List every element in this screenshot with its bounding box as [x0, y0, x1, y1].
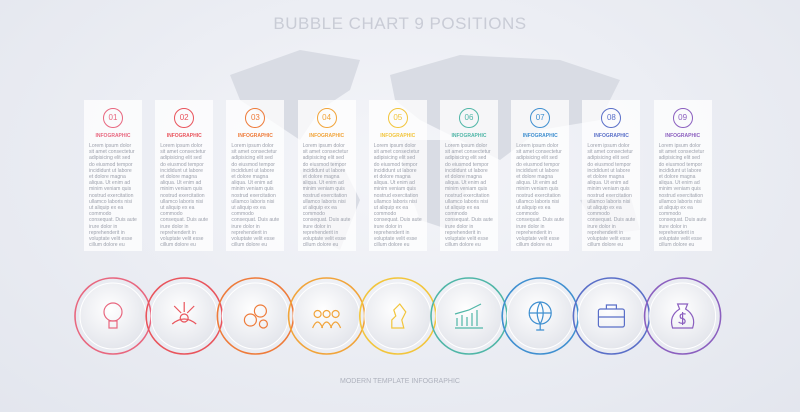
icon-part: [108, 320, 118, 329]
icon: [243, 304, 268, 329]
icon-part: [597, 308, 626, 328]
panel-text: Lorem ipsum dolor sit amet consectetur a…: [658, 143, 707, 248]
panel-number: 05: [387, 108, 408, 128]
icon: [103, 302, 123, 329]
icon-part: [322, 309, 331, 319]
panel: 07 INFOGRAPHIC Lorem ipsum dolor sit amet …: [511, 100, 570, 251]
icon: [670, 303, 695, 329]
icon: [454, 303, 483, 329]
panel-text: Lorem ipsum dolor sit amet consectetur a…: [231, 143, 280, 248]
panel-number: 09: [672, 108, 693, 128]
panel-text: Lorem ipsum dolor sit amet consectetur a…: [516, 143, 565, 248]
bubble: [79, 282, 147, 350]
icon: [312, 309, 342, 329]
icon-part: [313, 309, 322, 319]
icon-part: [258, 319, 268, 329]
icon: [171, 302, 197, 325]
icon-part: [454, 303, 483, 329]
panel-number: 01: [103, 108, 123, 128]
panel-label: INFOGRAPHIC: [95, 133, 131, 139]
footer-caption: MODERN TEMPLATE INFOGRAPHIC: [340, 378, 460, 385]
panel-number: 03: [245, 108, 266, 128]
icon-part: [330, 321, 342, 329]
panel-label: INFOGRAPHIC: [309, 133, 345, 139]
icon-part: [243, 313, 257, 327]
icon-part: [179, 313, 189, 323]
panel: 04 INFOGRAPHIC Lorem ipsum dolor sit amet …: [297, 100, 356, 251]
panel-label: INFOGRAPHIC: [237, 133, 273, 139]
panel-number: 08: [601, 108, 622, 128]
panel-text: Lorem ipsum dolor sit amet consectetur a…: [373, 143, 422, 248]
icon-part: [171, 302, 197, 325]
bubble: [150, 282, 218, 350]
icon-part: [670, 303, 695, 329]
panel-text: Lorem ipsum dolor sit amet consectetur a…: [89, 143, 137, 248]
panel-label: INFOGRAPHIC: [522, 133, 558, 139]
panel-number: 06: [459, 108, 479, 128]
panel-label: INFOGRAPHIC: [166, 133, 202, 139]
panel: 06 INFOGRAPHIC Lorem ipsum dolor sit amet …: [440, 100, 498, 251]
panel-label: INFOGRAPHIC: [380, 133, 416, 139]
icon-part: [331, 309, 340, 319]
panel-label: INFOGRAPHIC: [665, 133, 701, 139]
panel-text: Lorem ipsum dolor sit amet consectetur a…: [302, 143, 351, 248]
panel-label: INFOGRAPHIC: [451, 133, 487, 139]
panel-number: 04: [316, 108, 337, 128]
title: BUBBLE CHART 9 POSITIONS: [273, 14, 527, 33]
panel-text: Lorem ipsum dolor sit amet consectetur a…: [445, 143, 493, 248]
panel: 02 INFOGRAPHIC Lorem ipsum dolor sit amet …: [155, 100, 214, 251]
icon-part: [598, 304, 625, 318]
panel-number: 07: [530, 108, 551, 128]
panel: 03 INFOGRAPHIC Lorem ipsum dolor sit amet …: [226, 100, 285, 251]
icon: [528, 301, 552, 331]
icon-part: [391, 303, 407, 329]
bubble: [293, 282, 361, 350]
world-map: [230, 50, 640, 250]
icon-part: [529, 301, 552, 331]
icon: [597, 304, 626, 328]
bubble-ring: [643, 277, 722, 355]
icon: [391, 303, 407, 329]
panel-number: 02: [174, 108, 195, 128]
panel: 08 INFOGRAPHIC Lorem ipsum dolor sit amet …: [582, 100, 641, 251]
bubble: [577, 282, 645, 350]
panel-label: INFOGRAPHIC: [593, 133, 629, 139]
panel-text: Lorem ipsum dolor sit amet consectetur a…: [587, 143, 636, 248]
panel: 09 INFOGRAPHIC Lorem ipsum dolor sit amet …: [653, 100, 712, 251]
panel: 01 INFOGRAPHIC Lorem ipsum dolor sit amet …: [84, 100, 142, 251]
panel: 05 INFOGRAPHIC Lorem ipsum dolor sit amet …: [368, 100, 427, 251]
bubble: [364, 282, 432, 350]
icon-part: [253, 304, 267, 318]
panel-text: Lorem ipsum dolor sit amet consectetur a…: [160, 143, 209, 248]
bubble: [435, 282, 503, 350]
bubble: [506, 282, 574, 350]
